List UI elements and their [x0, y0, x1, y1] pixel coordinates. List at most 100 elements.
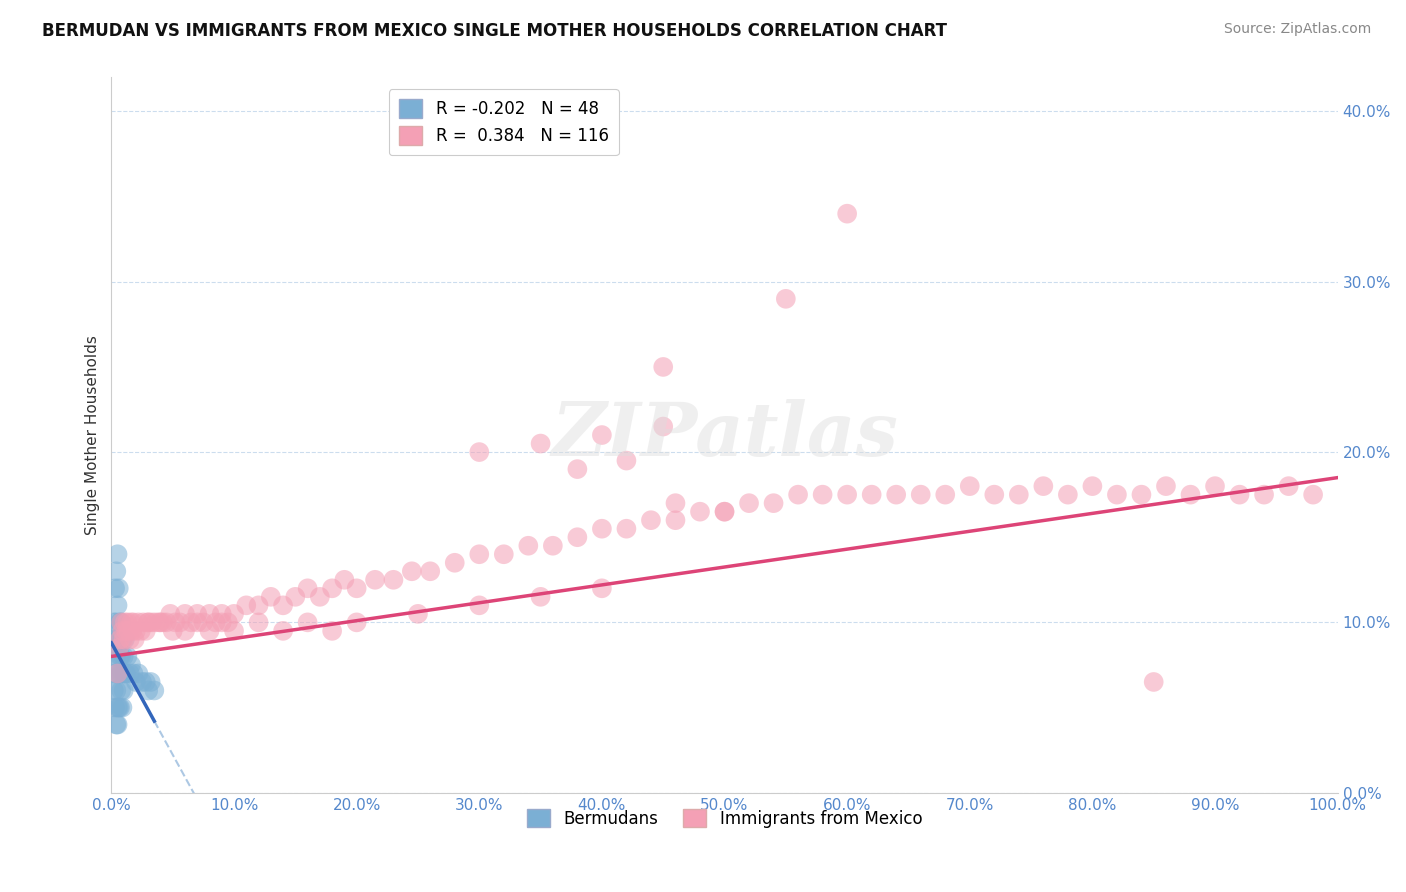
- Point: [107, 547, 129, 561]
- Point: [616, 522, 638, 536]
- Point: [110, 615, 132, 630]
- Point: [108, 615, 131, 630]
- Point: [591, 582, 613, 596]
- Point: [1105, 488, 1128, 502]
- Point: [787, 488, 810, 502]
- Point: [141, 615, 163, 630]
- Point: [211, 607, 233, 621]
- Point: [1130, 488, 1153, 502]
- Point: [640, 513, 662, 527]
- Point: [198, 624, 221, 638]
- Point: [1277, 479, 1299, 493]
- Point: [1008, 488, 1031, 502]
- Point: [193, 615, 215, 630]
- Point: [664, 496, 686, 510]
- Point: [110, 649, 132, 664]
- Point: [1204, 479, 1226, 493]
- Point: [541, 539, 564, 553]
- Point: [567, 530, 589, 544]
- Point: [529, 590, 551, 604]
- Point: [468, 547, 491, 561]
- Point: [112, 632, 135, 647]
- Point: [222, 607, 245, 621]
- Point: [111, 700, 134, 714]
- Point: [443, 556, 465, 570]
- Point: [107, 640, 129, 655]
- Point: [112, 649, 135, 664]
- Point: [762, 496, 785, 510]
- Point: [321, 624, 343, 638]
- Text: BERMUDAN VS IMMIGRANTS FROM MEXICO SINGLE MOTHER HOUSEHOLDS CORRELATION CHART: BERMUDAN VS IMMIGRANTS FROM MEXICO SINGL…: [42, 22, 948, 40]
- Point: [382, 573, 405, 587]
- Point: [159, 607, 181, 621]
- Point: [959, 479, 981, 493]
- Point: [105, 683, 128, 698]
- Point: [346, 615, 368, 630]
- Point: [186, 615, 208, 630]
- Point: [775, 292, 797, 306]
- Point: [132, 615, 155, 630]
- Point: [107, 717, 129, 731]
- Point: [111, 624, 134, 638]
- Point: [118, 666, 141, 681]
- Point: [111, 632, 134, 647]
- Point: [117, 624, 139, 638]
- Point: [110, 615, 132, 630]
- Legend: Bermudans, Immigrants from Mexico: Bermudans, Immigrants from Mexico: [520, 803, 929, 834]
- Point: [104, 582, 127, 596]
- Point: [492, 547, 515, 561]
- Point: [235, 599, 257, 613]
- Point: [107, 666, 129, 681]
- Point: [884, 488, 907, 502]
- Point: [104, 632, 127, 647]
- Point: [115, 624, 138, 638]
- Point: [983, 488, 1005, 502]
- Point: [222, 624, 245, 638]
- Point: [297, 582, 319, 596]
- Point: [122, 615, 145, 630]
- Point: [211, 615, 233, 630]
- Point: [124, 632, 146, 647]
- Point: [139, 675, 162, 690]
- Point: [713, 505, 735, 519]
- Point: [145, 615, 167, 630]
- Point: [111, 666, 134, 681]
- Point: [1180, 488, 1202, 502]
- Point: [837, 488, 859, 502]
- Point: [114, 632, 136, 647]
- Point: [198, 607, 221, 621]
- Point: [713, 505, 735, 519]
- Point: [169, 615, 191, 630]
- Point: [406, 607, 429, 621]
- Point: [108, 632, 131, 647]
- Point: [112, 683, 135, 698]
- Point: [297, 615, 319, 630]
- Point: [125, 624, 148, 638]
- Point: [152, 615, 174, 630]
- Point: [121, 624, 143, 638]
- Point: [162, 624, 184, 638]
- Point: [120, 615, 142, 630]
- Point: [934, 488, 956, 502]
- Point: [107, 700, 129, 714]
- Point: [1057, 488, 1080, 502]
- Point: [1302, 488, 1324, 502]
- Point: [309, 590, 332, 604]
- Point: [107, 666, 129, 681]
- Point: [148, 615, 170, 630]
- Point: [321, 582, 343, 596]
- Point: [567, 462, 589, 476]
- Point: [107, 632, 129, 647]
- Point: [165, 615, 187, 630]
- Point: [217, 615, 239, 630]
- Point: [517, 539, 540, 553]
- Point: [204, 615, 226, 630]
- Text: Source: ZipAtlas.com: Source: ZipAtlas.com: [1223, 22, 1371, 37]
- Point: [104, 700, 127, 714]
- Point: [105, 649, 128, 664]
- Point: [107, 666, 129, 681]
- Point: [125, 675, 148, 690]
- Point: [135, 624, 157, 638]
- Point: [115, 666, 138, 681]
- Point: [1154, 479, 1177, 493]
